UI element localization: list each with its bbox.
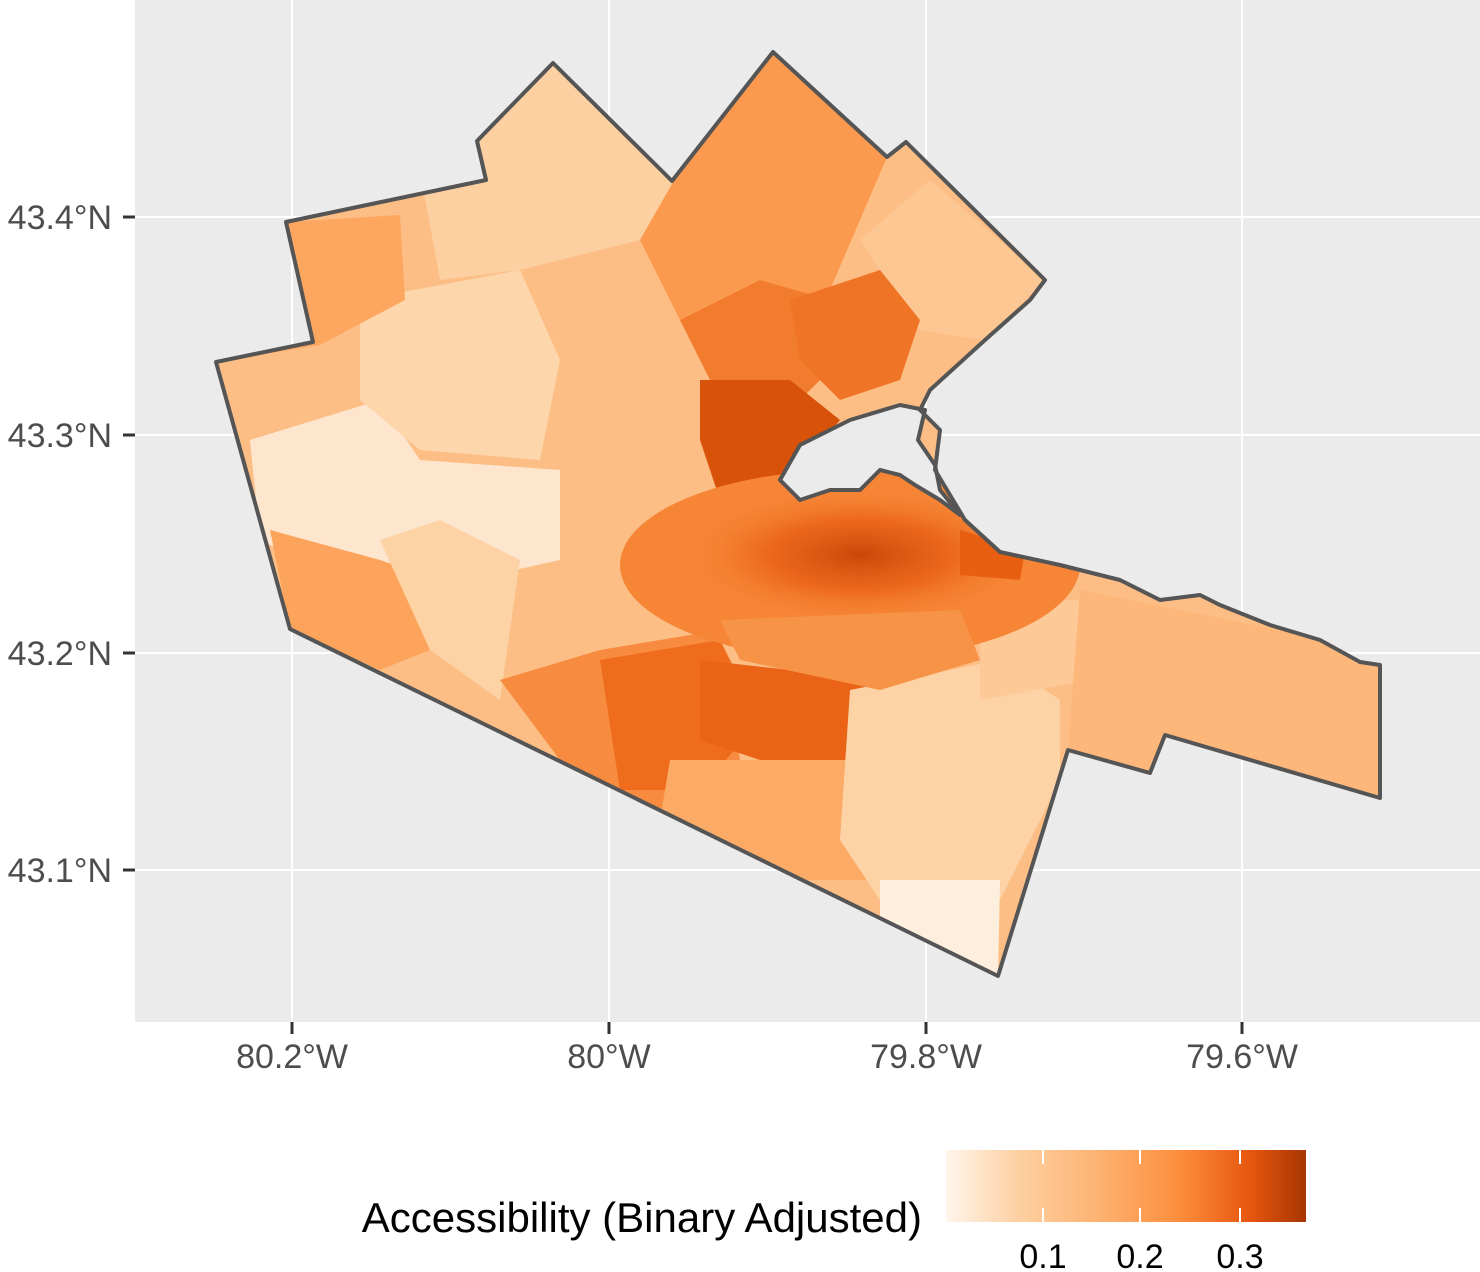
region-downtown [690,490,1030,620]
x-tick-label-80.0: 80°W [567,1038,651,1076]
region-east-harbour [960,530,1025,580]
x-axis: 80.2°W 80°W 79.8°W 79.6°W [236,1022,1298,1076]
region-stoney-dark [700,660,880,780]
region-dundas-dark [700,380,840,500]
region-center-west [360,270,560,460]
legend-ticks [1042,1150,1241,1222]
region-sw [270,530,440,670]
y-axis: 43.4°N 43.3°N 43.2°N 43.1°N [8,199,135,890]
legend: Accessibility (Binary Adjusted) 0.1 0.2 … [362,1150,1306,1272]
x-tick-label-80.2: 80.2°W [236,1038,348,1076]
region-ne-light [860,180,1045,340]
harbour-outline [778,403,962,517]
legend-tick-label-0.2: 0.2 [1116,1238,1163,1272]
y-tick-label-43.1: 43.1°N [8,852,112,890]
x-tick-label-79.6: 79.6°W [1186,1038,1298,1076]
legend-tick-label-0.1: 0.1 [1019,1238,1066,1272]
region-sw-light [380,520,520,700]
city-boundary [214,50,1382,978]
region-south-tip [880,880,1000,976]
region-mountain [720,610,980,690]
y-tick-label-43.4: 43.4°N [8,199,112,237]
x-tick-label-79.8: 79.8°W [870,1038,982,1076]
legend-title: Accessibility (Binary Adjusted) [362,1194,922,1241]
region-waterdown [790,270,920,400]
y-tick-label-43.2: 43.2°N [8,635,112,673]
legend-tick-label-0.3: 0.3 [1216,1238,1263,1272]
region-binbrook-light [840,660,1060,900]
legend-colorbar [946,1150,1306,1222]
region-east-strip [1068,590,1380,798]
region-north-mid [640,52,887,360]
y-tick-label-43.3: 43.3°N [8,417,112,455]
